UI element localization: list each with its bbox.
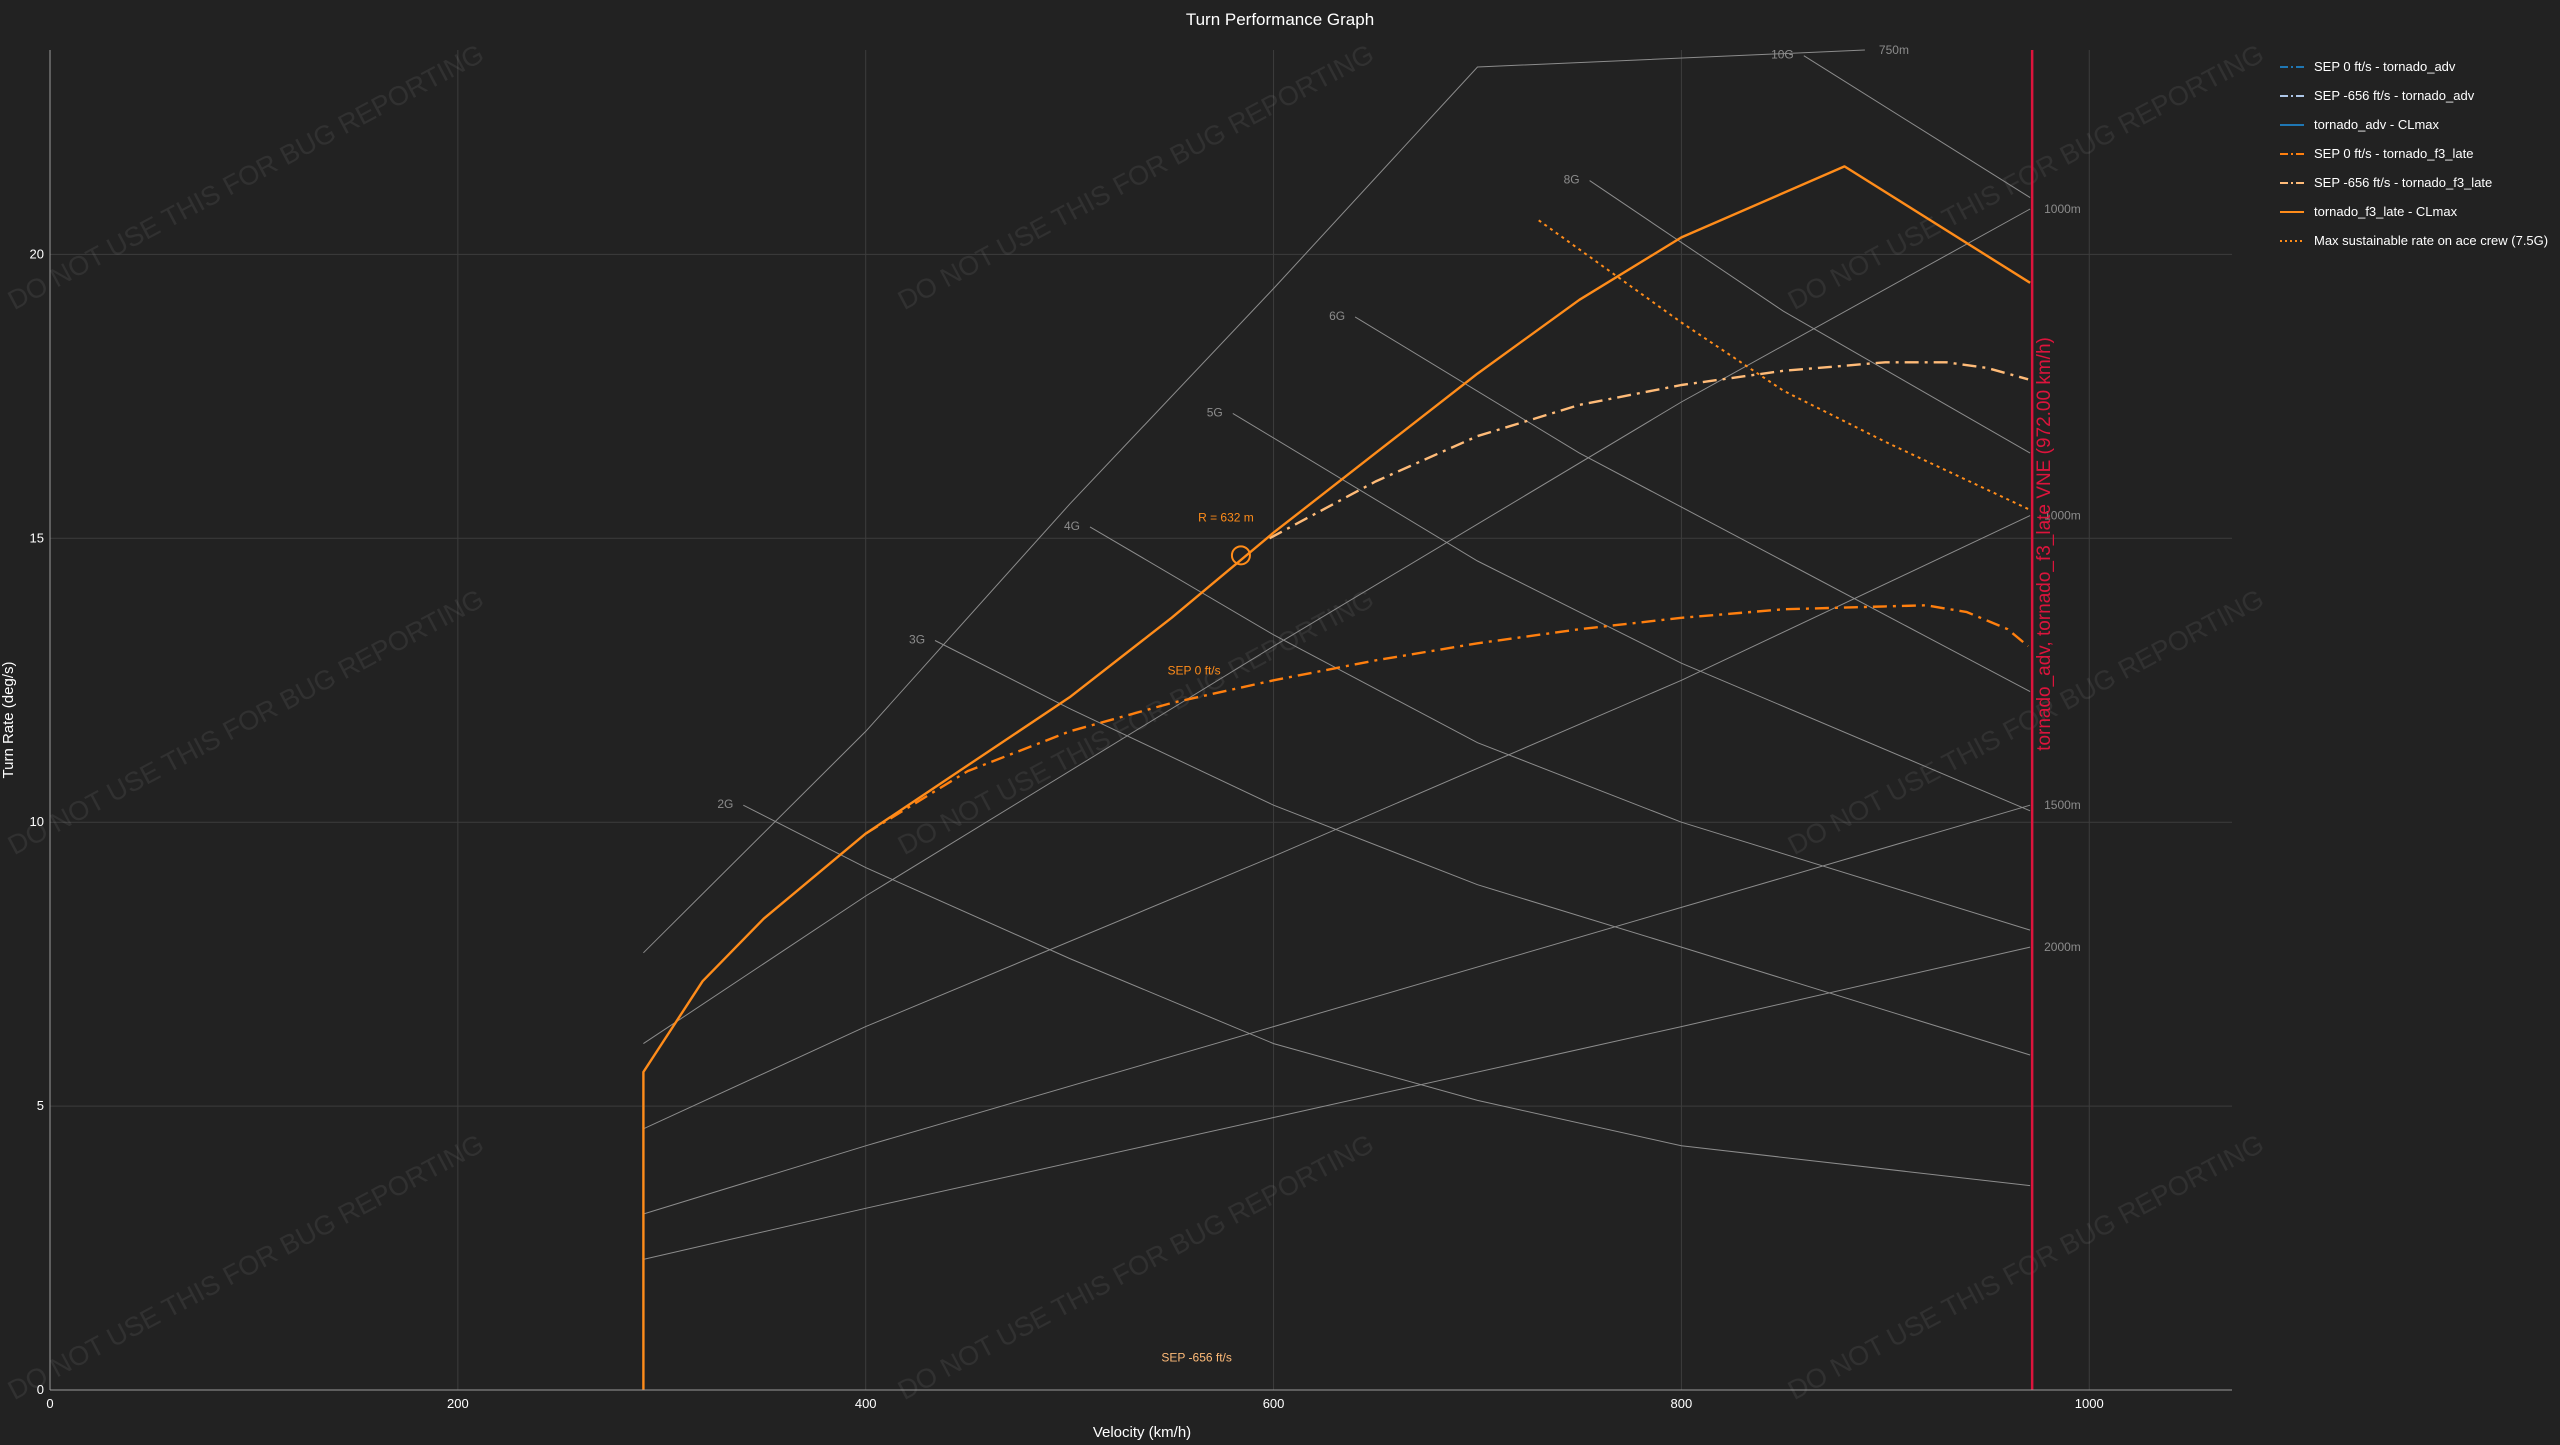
legend-label: tornado_adv - CLmax bbox=[2314, 117, 2440, 132]
legend-item: SEP -656 ft/s - tornado_f3_late bbox=[2280, 168, 2548, 197]
legend-item: SEP 0 ft/s - tornado_adv bbox=[2280, 52, 2548, 81]
g-load-label: 3G bbox=[909, 633, 925, 647]
g-load-label: 4G bbox=[1064, 519, 1080, 533]
legend-swatch bbox=[2280, 65, 2304, 68]
watermark-text: DO NOT USE THIS FOR BUG REPORTING bbox=[3, 1128, 489, 1405]
turn-radius-label: 1000m bbox=[2044, 202, 2081, 216]
y-tick-label: 10 bbox=[30, 814, 44, 829]
g-load-curve bbox=[1589, 180, 2031, 454]
g-load-label: 6G bbox=[1329, 309, 1345, 323]
legend-item: SEP 0 ft/s - tornado_f3_late bbox=[2280, 139, 2548, 168]
g-load-curve bbox=[934, 640, 2031, 1056]
x-tick-label: 400 bbox=[855, 1396, 877, 1411]
legend-swatch bbox=[2280, 181, 2304, 184]
annotation-label: SEP -656 ft/s bbox=[1161, 1351, 1231, 1365]
chart-title: Turn Performance Graph bbox=[1186, 10, 1374, 29]
chart-legend: SEP 0 ft/s - tornado_adv SEP -656 ft/s - … bbox=[2280, 52, 2548, 255]
watermark-text: DO NOT USE THIS FOR BUG REPORTING bbox=[1783, 583, 2269, 860]
legend-label: SEP -656 ft/s - tornado_adv bbox=[2314, 88, 2475, 103]
y-tick-label: 5 bbox=[37, 1098, 44, 1113]
g-load-label: 2G bbox=[717, 797, 733, 811]
g-load-curve bbox=[743, 804, 2031, 1187]
x-tick-label: 1000 bbox=[2075, 1396, 2104, 1411]
turn-radius-label: 2000m bbox=[2044, 940, 2081, 954]
g-load-curve bbox=[1803, 55, 2031, 199]
watermark-text: DO NOT USE THIS FOR BUG REPORTING bbox=[1783, 1128, 2269, 1405]
x-axis-label: Velocity (km/h) bbox=[1093, 1424, 1191, 1440]
turn-radius-label: 750m bbox=[1879, 43, 1909, 57]
legend-label: SEP -656 ft/s - tornado_f3_late bbox=[2314, 175, 2493, 190]
turn-radius-line bbox=[643, 49, 1865, 954]
x-tick-label: 800 bbox=[1671, 1396, 1693, 1411]
annotation-label: R = 632 m bbox=[1198, 510, 1254, 524]
x-tick-label: 200 bbox=[447, 1396, 469, 1411]
legend-swatch bbox=[2280, 239, 2304, 242]
x-tick-label: 600 bbox=[1263, 1396, 1285, 1411]
turn-radius-label: 1000m bbox=[2044, 509, 2081, 523]
watermark-text: DO NOT USE THIS FOR BUG REPORTING bbox=[3, 38, 489, 315]
g-load-curve bbox=[1089, 526, 2031, 931]
annotation-label: SEP 0 ft/s bbox=[1168, 664, 1221, 678]
watermark-text: DO NOT USE THIS FOR BUG REPORTING bbox=[1783, 38, 2269, 315]
legend-item: tornado_adv - CLmax bbox=[2280, 110, 2548, 139]
watermark-text: DO NOT USE THIS FOR BUG REPORTING bbox=[3, 583, 489, 860]
y-tick-label: 15 bbox=[30, 530, 44, 545]
turn-radius-label: 1500m bbox=[2044, 798, 2081, 812]
watermark-text: DO NOT USE THIS FOR BUG REPORTING bbox=[893, 38, 1379, 315]
x-tick-label: 0 bbox=[46, 1396, 53, 1411]
legend-swatch bbox=[2280, 94, 2304, 97]
turn-radius-line bbox=[643, 515, 2031, 1130]
legend-item: SEP -656 ft/s - tornado_adv bbox=[2280, 81, 2548, 110]
turn-radius-marker bbox=[1230, 545, 1251, 566]
legend-swatch bbox=[2280, 210, 2304, 213]
watermark-text: DO NOT USE THIS FOR BUG REPORTING bbox=[893, 583, 1379, 860]
vne-label: tornado_adv, tornado_f3_late VNE (972.00… bbox=[2034, 337, 2055, 751]
legend-swatch bbox=[2280, 123, 2304, 126]
legend-item: Max sustainable rate on ace crew (7.5G) bbox=[2280, 226, 2548, 255]
legend-label: SEP 0 ft/s - tornado_f3_late bbox=[2314, 146, 2474, 161]
turn-radius-line bbox=[643, 946, 2031, 1260]
y-tick-label: 20 bbox=[30, 246, 44, 261]
legend-label: Max sustainable rate on ace crew (7.5G) bbox=[2314, 233, 2549, 248]
series-line bbox=[1268, 361, 2029, 540]
legend-label: SEP 0 ft/s - tornado_adv bbox=[2314, 59, 2456, 74]
series-line bbox=[1538, 219, 2031, 511]
g-load-curve bbox=[1354, 316, 2031, 693]
watermark-text: DO NOT USE THIS FOR BUG REPORTING bbox=[893, 1128, 1379, 1405]
y-axis-label: Turn Rate (deg/s) bbox=[0, 662, 17, 779]
series-line bbox=[865, 604, 2029, 835]
legend-label: tornado_f3_late - CLmax bbox=[2314, 204, 2458, 219]
legend-item: tornado_f3_late - CLmax bbox=[2280, 197, 2548, 226]
legend-swatch bbox=[2280, 152, 2304, 155]
turn-radius-line bbox=[643, 804, 2031, 1215]
turn-radius-line bbox=[643, 208, 2031, 1045]
y-tick-label: 0 bbox=[37, 1382, 44, 1397]
g-load-curve bbox=[1232, 412, 2031, 812]
g-load-label: 5G bbox=[1207, 405, 1223, 419]
g-load-label: 10G bbox=[1771, 48, 1794, 62]
g-load-label: 8G bbox=[1564, 173, 1580, 187]
series-line bbox=[642, 165, 2031, 1390]
